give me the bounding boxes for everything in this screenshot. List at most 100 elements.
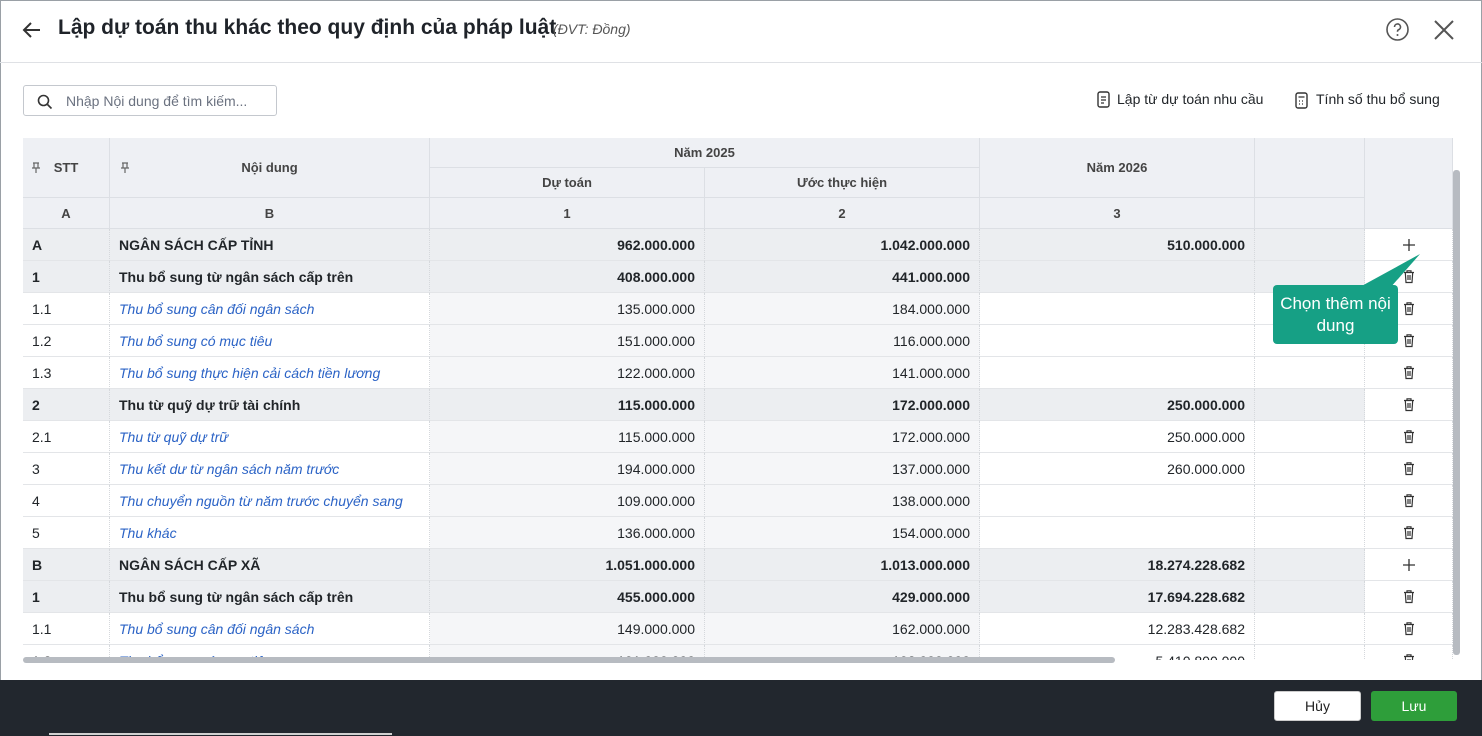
data-table: STT Nội dung Năm 2025 Dự toán Ước thực hiện N… (23, 138, 1453, 660)
delete-button[interactable] (1365, 485, 1453, 517)
h-scrollbar[interactable] (23, 657, 1115, 663)
row-stt: 2.1 (23, 421, 110, 453)
row-plan: 122.000.000 (430, 357, 705, 389)
col-year2: Năm 2026 (980, 138, 1255, 198)
row-estimate: 172.000.000 (705, 421, 980, 453)
row-year2: 5.410.800.000 (980, 645, 1255, 660)
bottom-bar (49, 733, 392, 735)
pin-icon[interactable] (120, 162, 130, 174)
row-estimate: 162.000.000 (705, 613, 980, 645)
pin-icon[interactable] (31, 162, 41, 174)
row-estimate: 141.000.000 (705, 357, 980, 389)
row-plan: 455.000.000 (430, 581, 705, 613)
row-plan: 151.000.000 (430, 325, 705, 357)
footer: Hủy Lưu (0, 680, 1482, 736)
row-year2 (980, 261, 1255, 293)
delete-button[interactable] (1365, 453, 1453, 485)
unit: (ĐVT: Đồng) (553, 21, 631, 37)
row-plan: 136.000.000 (430, 517, 705, 549)
trash-icon (1403, 590, 1414, 604)
row-plan: 101.000.000 (430, 645, 705, 660)
row-content: Thu bổ sung có mục tiêu (110, 325, 430, 357)
row-extra (1255, 549, 1365, 581)
row-plan: 135.000.000 (430, 293, 705, 325)
row-content: Thu chuyển nguồn từ năm trước chuyển san… (110, 485, 430, 517)
row-stt: 1 (23, 581, 110, 613)
cancel-button[interactable]: Hủy (1274, 691, 1361, 721)
tooltip-arrow (1358, 254, 1420, 288)
row-extra (1255, 357, 1365, 389)
row-plan: 194.000.000 (430, 453, 705, 485)
action-calc-extra[interactable]: Tính số thu bổ sung (1316, 91, 1440, 107)
row-extra (1255, 613, 1365, 645)
delete-button[interactable] (1365, 613, 1453, 645)
col-extra-code (1255, 198, 1365, 229)
row-content: Thu bổ sung cân đối ngân sách (110, 613, 430, 645)
trash-icon (1403, 494, 1414, 508)
row-plan: 1.051.000.000 (430, 549, 705, 581)
col-extra (1255, 138, 1365, 198)
title: Lập dự toán thu khác theo quy định của p… (58, 16, 557, 39)
row-extra (1255, 645, 1365, 660)
row-extra (1255, 485, 1365, 517)
trash-icon (1403, 430, 1414, 444)
row-plan: 149.000.000 (430, 613, 705, 645)
row-year2 (980, 485, 1255, 517)
delete-button[interactable] (1365, 421, 1453, 453)
row-year2: 17.694.228.682 (980, 581, 1255, 613)
row-stt: 2 (23, 389, 110, 421)
row-stt: B (23, 549, 110, 581)
row-year2: 250.000.000 (980, 421, 1255, 453)
col-action (1365, 138, 1453, 229)
help-button[interactable] (1385, 17, 1410, 42)
row-estimate: 1.042.000.000 (705, 229, 980, 261)
row-year2 (980, 517, 1255, 549)
row-plan: 109.000.000 (430, 485, 705, 517)
row-estimate: 138.000.000 (705, 485, 980, 517)
action-from-demand[interactable]: Lập từ dự toán nhu cầu (1117, 91, 1264, 107)
row-estimate: 172.000.000 (705, 389, 980, 421)
delete-button[interactable] (1365, 581, 1453, 613)
delete-button[interactable] (1365, 517, 1453, 549)
add-button[interactable] (1365, 549, 1453, 581)
row-stt: 1.2 (23, 645, 110, 660)
row-extra (1255, 421, 1365, 453)
col-code: A (23, 198, 110, 229)
col-code: 3 (980, 198, 1255, 229)
delete-button[interactable] (1365, 645, 1453, 660)
save-button[interactable]: Lưu (1371, 691, 1457, 721)
row-year2 (980, 293, 1255, 325)
row-extra (1255, 581, 1365, 613)
doc-icon (1097, 91, 1110, 108)
row-content: Thu bổ sung từ ngân sách cấp trên (110, 261, 430, 293)
row-content: Thu kết dư từ ngân sách năm trước (110, 453, 430, 485)
row-content: Thu từ quỹ dự trữ (110, 421, 430, 453)
v-scrollbar[interactable] (1453, 170, 1460, 655)
row-content: Thu bổ sung có mục tiêu (110, 645, 430, 660)
row-plan: 408.000.000 (430, 261, 705, 293)
row-extra (1255, 453, 1365, 485)
col-code: B (110, 198, 430, 229)
row-estimate: 102.000.000 (705, 645, 980, 660)
row-stt: 5 (23, 517, 110, 549)
close-button[interactable] (1433, 19, 1455, 41)
delete-button[interactable] (1365, 389, 1453, 421)
row-year2: 18.274.228.682 (980, 549, 1255, 581)
trash-icon (1403, 366, 1414, 380)
row-plan: 115.000.000 (430, 389, 705, 421)
search-box[interactable]: Nhập Nội dung để tìm kiếm... (23, 85, 277, 116)
back-button[interactable] (20, 18, 44, 42)
row-estimate: 429.000.000 (705, 581, 980, 613)
plus-icon (1402, 238, 1415, 251)
row-estimate: 154.000.000 (705, 517, 980, 549)
trash-icon (1403, 398, 1414, 412)
row-estimate: 1.013.000.000 (705, 549, 980, 581)
plus-icon (1402, 558, 1415, 571)
delete-button[interactable] (1365, 357, 1453, 389)
row-extra (1255, 517, 1365, 549)
tooltip: Chọn thêm nội dung (1273, 285, 1398, 344)
trash-icon (1403, 622, 1414, 636)
search-icon (37, 94, 53, 110)
row-stt: 1.2 (23, 325, 110, 357)
